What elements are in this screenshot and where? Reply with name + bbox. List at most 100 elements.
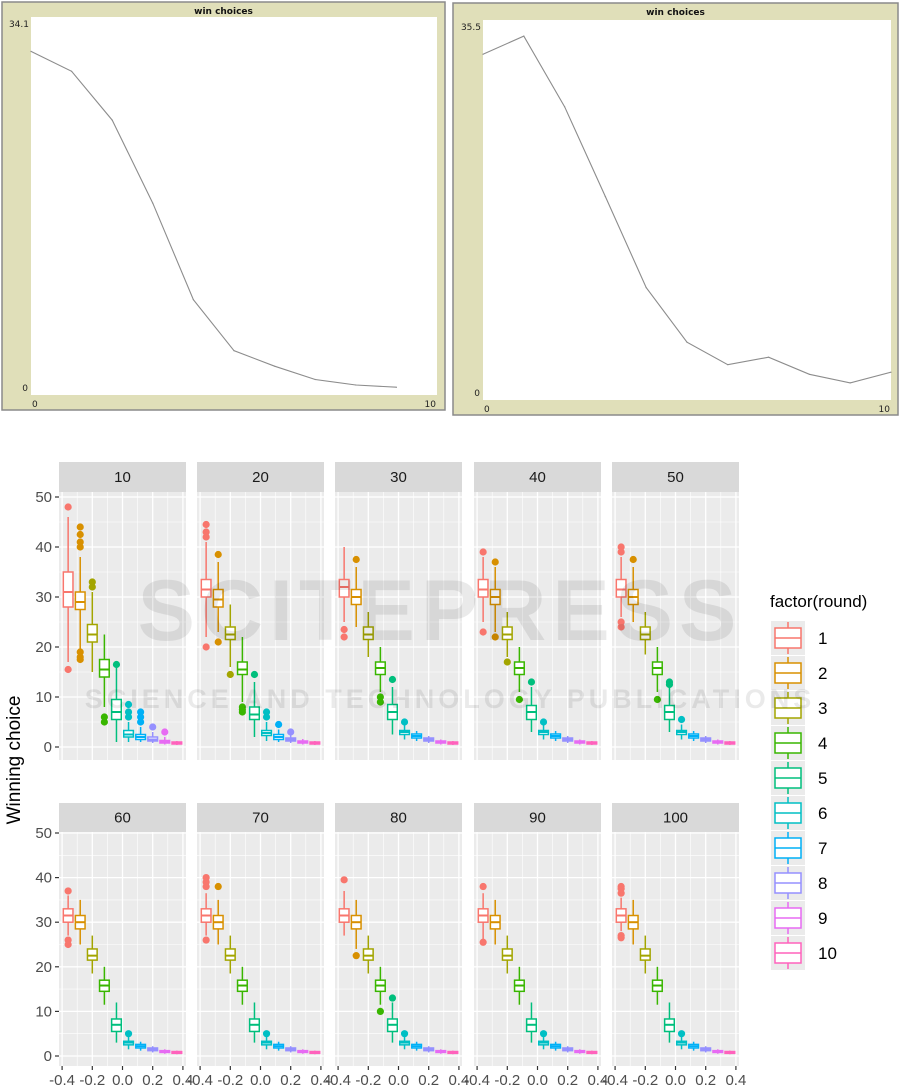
boxplot-round-6 <box>122 700 135 742</box>
boxplot-round-6 <box>398 1030 411 1050</box>
x-tick-label: 0.0 <box>388 1072 409 1089</box>
outlier-point <box>539 1030 548 1038</box>
boxplot-round-2 <box>212 550 224 646</box>
box-iqr <box>501 626 513 641</box>
x-tick-label: -0.2 <box>494 1072 520 1089</box>
facet-strip <box>335 462 462 492</box>
boxplot-round-3 <box>224 935 236 974</box>
boxplot-round-10 <box>447 741 459 745</box>
boxplot-round-5 <box>525 678 538 732</box>
box-iqr <box>74 591 86 611</box>
boxplot-round-6 <box>122 1030 135 1050</box>
boxplot-round-4 <box>98 634 110 726</box>
outlier-point <box>479 938 487 946</box>
plot-area <box>31 17 437 395</box>
facet-strip-label: 20 <box>252 469 269 486</box>
outlier-point <box>124 708 133 716</box>
outlier-point <box>262 1030 271 1038</box>
facet-strip-label: 30 <box>390 469 407 486</box>
y-max-label: 35.5 <box>461 23 481 33</box>
outlier-point <box>88 578 96 586</box>
facet-panel-90: 90 -0.4 -0.2 0.0 0.2 0.4 <box>464 803 608 1089</box>
y-tick-label: 30 <box>35 589 52 606</box>
y-tick-label: 40 <box>35 870 52 887</box>
boxplot-round-8 <box>562 1046 574 1053</box>
box-iqr <box>248 706 261 721</box>
facet-panel-60: 60 0 10 20 30 40 50 -0.4 -0.2 0.0 0.2 0.4 <box>35 803 193 1089</box>
boxplot-round-5 <box>663 1002 676 1043</box>
facet-strip <box>59 803 186 832</box>
watermark-logo-text: SCITEPRESS <box>138 563 743 659</box>
boxplot-round-6 <box>675 715 688 740</box>
data-point <box>71 70 73 72</box>
boxplot-round-7 <box>688 731 700 741</box>
x-tick-label: 0.2 <box>142 1072 163 1089</box>
boxplot-round-9 <box>435 739 447 745</box>
boxplot-round-9 <box>159 1049 171 1054</box>
x-min-label: 0 <box>32 400 38 410</box>
outlier-point <box>539 718 548 726</box>
x-tick-label: -0.2 <box>355 1072 381 1089</box>
boxplot-round-3 <box>501 935 513 974</box>
boxplot-round-8 <box>562 736 574 743</box>
boxplot-round-10 <box>171 741 183 745</box>
x-tick-label: -0.2 <box>217 1072 243 1089</box>
boxplot-round-5 <box>386 675 399 735</box>
legend-label: 10 <box>818 944 837 963</box>
outlier-point <box>64 887 72 895</box>
box-iqr <box>501 948 513 961</box>
boxplot-round-5 <box>248 1002 261 1043</box>
boxplot-round-2 <box>489 899 501 945</box>
x-tick-label: -0.4 <box>464 1072 490 1089</box>
facet-panel-70: 70 -0.4 -0.2 0.0 0.2 0.4 <box>187 803 331 1089</box>
boxplot-round-8 <box>423 736 435 743</box>
boxplot-round-3 <box>639 612 651 655</box>
facet-strip <box>474 462 601 492</box>
legend-title: factor(round) <box>770 592 867 611</box>
boxplot-round-7 <box>135 708 147 742</box>
box-iqr <box>212 588 224 608</box>
boxplot-round-4 <box>236 637 248 716</box>
outlier-point <box>617 548 625 556</box>
boxplot-round-3 <box>224 604 236 679</box>
outlier-point <box>340 876 348 884</box>
box-iqr <box>615 578 627 598</box>
outlier-point <box>202 874 210 882</box>
line-plot-panel-1: win choices 34.1 00 10 <box>1 1 446 411</box>
boxplot-round-10 <box>171 1050 183 1055</box>
boxplot-round-10 <box>586 1050 598 1055</box>
data-point <box>274 365 276 367</box>
boxplot-round-3 <box>639 935 651 974</box>
y-tick-label: 10 <box>35 1003 52 1020</box>
outlier-point <box>202 643 210 651</box>
boxplot-round-4 <box>651 647 663 704</box>
boxplot-round-6 <box>537 718 550 740</box>
outlier-point <box>64 665 72 674</box>
boxplot-round-1 <box>200 874 212 944</box>
legend-label: 4 <box>818 734 827 753</box>
boxplot-round-2 <box>627 555 639 622</box>
boxplot-round-7 <box>550 1041 562 1051</box>
y-tick-label: 30 <box>35 914 52 931</box>
outlier-point <box>64 503 72 511</box>
facet-strip <box>197 803 324 832</box>
data-point <box>727 364 729 366</box>
facet-panel-50: 50 <box>612 462 739 760</box>
outlier-point <box>479 882 487 891</box>
facet-strip-label: 10 <box>114 469 131 486</box>
boxplot-round-2 <box>350 555 362 627</box>
watermark-subtitle: SCIENCE AND TECHNOLOGY PUBLICATIONS <box>85 684 816 714</box>
data-point <box>314 378 316 381</box>
box-iqr <box>338 578 350 598</box>
legend-item-8: 8 <box>771 866 827 900</box>
boxplot-round-1 <box>200 520 212 651</box>
box-iqr <box>639 948 651 961</box>
box-iqr <box>62 571 74 608</box>
y-tick-label: 10 <box>35 689 52 706</box>
x-tick-label: 0.0 <box>112 1072 133 1089</box>
boxplot-round-6 <box>398 718 411 740</box>
y-min-label: 0 <box>474 389 480 399</box>
y-max-label: 34.1 <box>9 20 29 30</box>
outlier-point <box>76 648 84 656</box>
x-tick-label: 0.0 <box>665 1072 686 1089</box>
